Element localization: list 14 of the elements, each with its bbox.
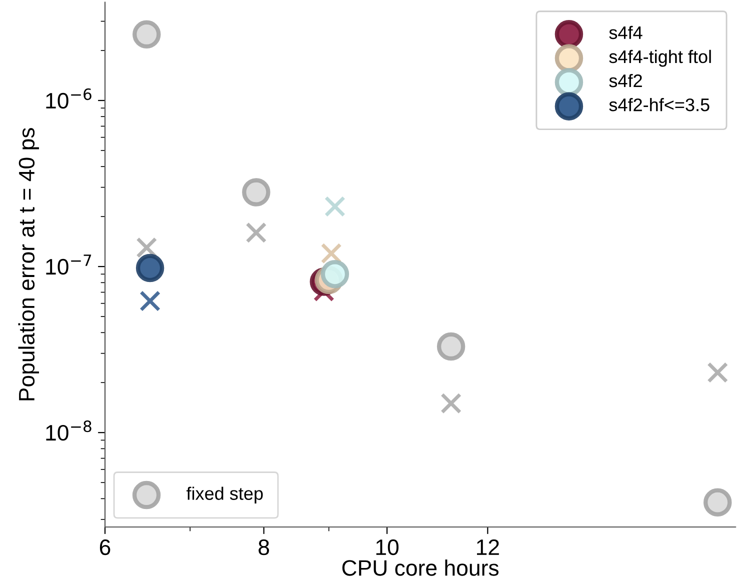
x-tick-label: 10 (376, 539, 399, 556)
legend-label: s4f4 (609, 26, 642, 40)
y-tick-label: 10$^{−6}$ (46, 88, 92, 109)
legend-label: s4f2-hf<=3.5 (609, 98, 710, 112)
x-axis-title: CPU core hours (342, 560, 499, 576)
legend-label: fixed step (186, 486, 263, 504)
x-tick-label: 6 (100, 539, 110, 556)
x-tick-label: 8 (258, 539, 270, 556)
y-tick-label: 10$^{−7}$ (46, 254, 92, 275)
legend-label: s4f2 (609, 74, 642, 88)
legend-label: s4f4-tight ftol (609, 50, 711, 67)
y-tick-label: 10$^{−8}$ (46, 420, 92, 441)
x-tick-label: 12 (477, 539, 499, 555)
y-axis-title: Population error at t = 40 ps (18, 128, 39, 400)
